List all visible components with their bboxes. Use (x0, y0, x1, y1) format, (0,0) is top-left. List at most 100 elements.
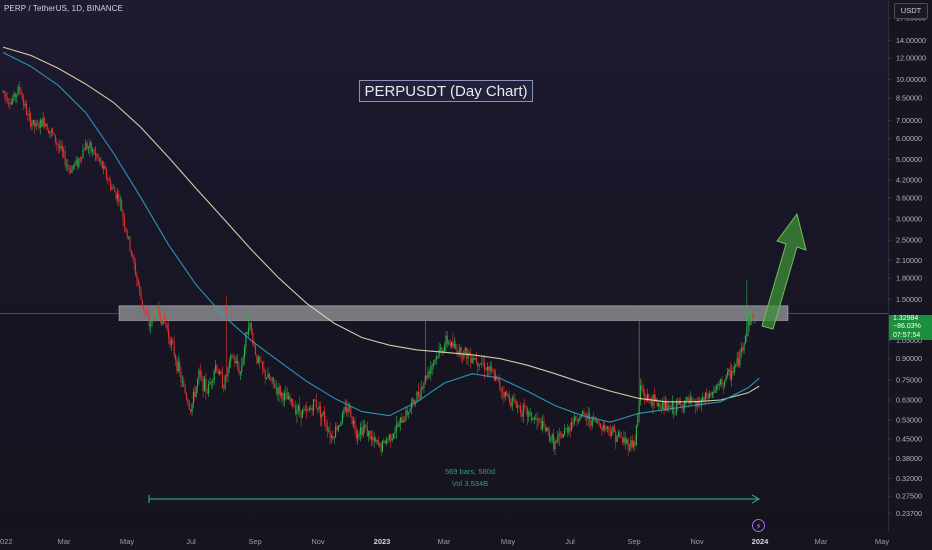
candle-down (677, 401, 679, 405)
candle-up (408, 412, 410, 415)
candle-down (159, 315, 161, 320)
candle-down (299, 405, 301, 412)
candle-down (641, 385, 643, 391)
candle-down (659, 403, 661, 408)
candle-up (684, 402, 686, 409)
candle-down (264, 369, 266, 379)
candle-up (717, 384, 719, 386)
candle-down (615, 431, 617, 442)
candle-down (419, 395, 421, 399)
candle-up (333, 437, 335, 439)
candle-up (239, 371, 241, 374)
candle-up (343, 410, 345, 414)
candle-up (242, 358, 244, 366)
candle-up (434, 359, 436, 363)
candle-down (199, 370, 201, 375)
candle-up (444, 345, 446, 352)
candle-down (346, 406, 348, 412)
candle-up (671, 402, 673, 410)
candle-up (10, 102, 12, 105)
candle-up (17, 86, 19, 95)
candle-up (431, 365, 433, 367)
candle-up (328, 430, 330, 432)
candle-up (416, 391, 418, 403)
candle-down (118, 194, 120, 202)
annotations (148, 212, 807, 504)
candle-down (173, 341, 175, 355)
time-tick-label: 022 (0, 537, 13, 546)
range-volume-label: Vol 3.534B (451, 479, 489, 488)
candle-down (295, 406, 297, 414)
time-axis[interactable]: 022 Mar May Jul Sep Nov 2023 Mar May Jul Sep Nov 202… (0, 532, 932, 550)
candle-up (657, 403, 660, 407)
ema-short-line (2, 52, 760, 423)
candle-up (100, 161, 102, 162)
candle-down (601, 428, 603, 431)
candle-down (19, 86, 21, 89)
candle-down (620, 437, 622, 438)
candle-down (594, 417, 596, 422)
candle-up (424, 375, 426, 384)
candle-down (475, 358, 477, 362)
candle-down (663, 402, 665, 411)
candle-up (383, 440, 385, 442)
candle-down (292, 399, 294, 407)
candle-down (609, 430, 611, 436)
price-axis[interactable]: 17.0000014.0000012.0000010.000008.500007… (888, 0, 932, 550)
candle-up (655, 398, 657, 401)
candle-down (593, 416, 595, 418)
candle-down (161, 319, 163, 325)
candle-down (6, 96, 8, 103)
currency-button[interactable]: USDT (894, 3, 928, 19)
candle-down (36, 123, 39, 125)
lightning-icon[interactable]: ⚡ (752, 519, 765, 532)
candle-down (123, 218, 125, 228)
candle-down (96, 153, 98, 157)
candle-down (666, 402, 668, 411)
price-tick-label: 2.50000 (896, 236, 922, 245)
candle-down (254, 345, 257, 355)
candle-down (559, 433, 562, 435)
candle-down (169, 337, 171, 346)
candle-down (183, 381, 185, 387)
candle-up (667, 405, 669, 411)
candle-down (205, 378, 207, 392)
last-price: 1.32984 (893, 315, 919, 322)
candle-down (319, 406, 321, 418)
candle-up (733, 367, 735, 373)
candle-down (145, 311, 148, 315)
candle-down (397, 424, 399, 427)
candle-up (433, 362, 435, 366)
candle-up (344, 406, 346, 411)
time-tick-label: Sep (248, 537, 261, 546)
candle-up (685, 397, 687, 403)
price-axis-bg (888, 0, 932, 550)
time-tick-label: Jul (565, 537, 575, 546)
candle-up (13, 93, 15, 100)
candle-up (370, 436, 373, 439)
candle-up (611, 432, 613, 436)
candle-up (271, 377, 273, 380)
candle-down (597, 420, 599, 424)
candle-down (99, 158, 101, 162)
candle-up (307, 409, 309, 411)
candle-up (241, 365, 243, 372)
candle-up (340, 421, 342, 426)
candle-down (76, 159, 79, 167)
candle-down (426, 375, 428, 378)
candle-down (217, 371, 219, 375)
candle-up (245, 332, 247, 348)
candle-up (528, 412, 530, 417)
candle-up (715, 385, 718, 389)
candle-down (83, 149, 85, 151)
price-tick-label: 0.23700 (896, 509, 922, 518)
candle-up (31, 123, 33, 127)
candle-down (226, 375, 228, 377)
candle-down (154, 317, 156, 321)
candle-up (405, 410, 407, 421)
candle-up (740, 348, 742, 352)
candle-down (710, 393, 712, 395)
candle-down (493, 372, 495, 380)
